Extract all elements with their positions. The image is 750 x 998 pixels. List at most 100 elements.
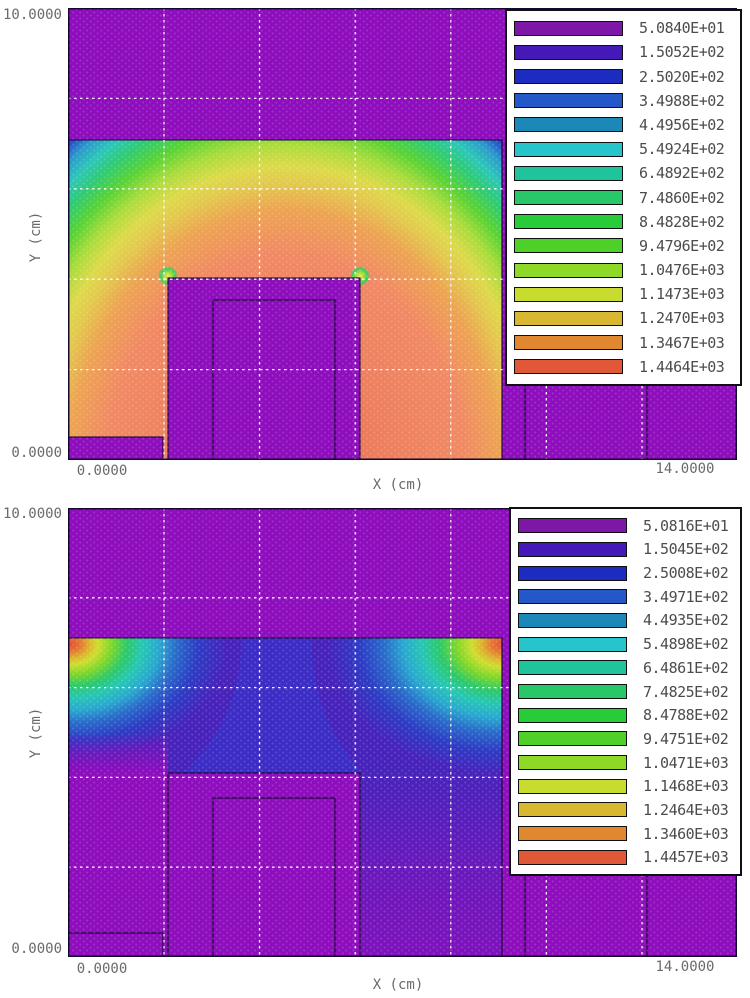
legend-value: 1.5052E+02 <box>639 43 725 62</box>
legend-row: 5.0816E+01 <box>518 517 740 535</box>
legend-value: 1.3467E+03 <box>639 333 725 352</box>
legend-row: 9.4796E+02 <box>514 237 740 255</box>
legend-value: 1.3460E+03 <box>643 824 729 843</box>
legend-value: 5.4924E+02 <box>639 140 725 159</box>
legend-row: 1.3460E+03 <box>518 825 740 843</box>
legend-row: 8.4828E+02 <box>514 213 740 231</box>
legend-row: 1.4464E+03 <box>514 358 740 376</box>
legend-swatch <box>514 117 623 133</box>
contour-legend-bottom: 5.0816E+01 1.5045E+02 2.5008E+02 3.4971E+02… <box>509 507 742 876</box>
legend-swatch <box>518 707 627 723</box>
legend-value: 8.4788E+02 <box>643 706 729 725</box>
legend-row: 1.2464E+03 <box>518 801 740 819</box>
legend-row: 5.0840E+01 <box>514 19 740 37</box>
y-axis-title: Y (cm) <box>28 211 44 263</box>
legend-row: 1.1468E+03 <box>518 777 740 795</box>
legend-row: 1.1473E+03 <box>514 285 740 303</box>
legend-value: 4.4956E+02 <box>639 115 725 134</box>
x-axis-max-label: 14.0000 <box>655 959 715 975</box>
legend-swatch <box>514 238 623 254</box>
legend-swatch <box>514 310 623 326</box>
legend-value: 9.4751E+02 <box>643 729 729 748</box>
y-axis-title: Y (cm) <box>28 707 44 759</box>
legend-swatch <box>514 190 623 205</box>
legend-swatch <box>518 660 627 676</box>
x-axis-max-label: 14.0000 <box>655 461 715 477</box>
legend-value: 6.4861E+02 <box>643 658 729 677</box>
legend-value: 1.5045E+02 <box>643 540 729 559</box>
legend-value: 7.4825E+02 <box>643 682 729 701</box>
legend-value: 6.4892E+02 <box>639 164 725 183</box>
legend-row: 6.4861E+02 <box>518 659 740 677</box>
legend-swatch <box>514 20 623 36</box>
legend-swatch <box>514 44 623 60</box>
gridlines <box>68 508 737 957</box>
legend-swatch <box>518 589 627 605</box>
legend-value: 2.5020E+02 <box>639 67 725 86</box>
legend-value: 7.4860E+02 <box>639 188 725 207</box>
legend-value: 3.4971E+02 <box>643 587 729 606</box>
legend-row: 5.4924E+02 <box>514 140 740 158</box>
legend-swatch <box>514 69 623 85</box>
x-axis-title: X (cm) <box>372 977 424 993</box>
x-axis-min-label: 0.0000 <box>76 961 128 977</box>
contour-legend-top: 5.0840E+01 1.5052E+02 2.5020E+02 3.4988E+02… <box>505 9 742 386</box>
legend-row: 1.2470E+03 <box>514 309 740 327</box>
legend-swatch <box>518 826 627 842</box>
contour-plot-bottom-svg <box>68 508 737 957</box>
legend-swatch <box>518 755 627 771</box>
legend-swatch <box>518 541 627 557</box>
legend-value: 4.4935E+02 <box>643 611 729 630</box>
legend-row: 1.4457E+03 <box>518 848 740 866</box>
legend-row: 3.4971E+02 <box>518 588 740 606</box>
legend-swatch <box>514 165 623 181</box>
legend-row: 6.4892E+02 <box>514 164 740 182</box>
legend-row: 4.4935E+02 <box>518 611 740 629</box>
legend-value: 1.4457E+03 <box>643 848 729 867</box>
legend-row: 1.0471E+03 <box>518 754 740 772</box>
legend-swatch <box>518 802 627 818</box>
legend-row: 2.5008E+02 <box>518 564 740 582</box>
y-axis-min-label: 0.0000 <box>11 445 62 461</box>
legend-value: 1.2464E+03 <box>643 800 729 819</box>
legend-row: 7.4825E+02 <box>518 683 740 701</box>
legend-value: 5.0840E+01 <box>639 19 725 38</box>
legend-value: 1.0471E+03 <box>643 753 729 772</box>
legend-row: 1.5045E+02 <box>518 540 740 558</box>
legend-row: 3.4988E+02 <box>514 92 740 110</box>
legend-swatch <box>514 262 623 278</box>
legend-row: 1.3467E+03 <box>514 334 740 352</box>
legend-row: 2.5020E+02 <box>514 68 740 86</box>
legend-value: 1.1468E+03 <box>643 777 729 796</box>
legend-swatch <box>518 565 627 581</box>
legend-swatch <box>514 359 623 375</box>
legend-swatch <box>514 335 623 351</box>
legend-row: 8.4788E+02 <box>518 706 740 724</box>
legend-value: 2.5008E+02 <box>643 564 729 583</box>
legend-value: 5.0816E+01 <box>643 516 729 535</box>
legend-value: 9.4796E+02 <box>639 236 725 255</box>
legend-swatch <box>518 612 627 628</box>
y-axis-max-label: 10.0000 <box>2 506 62 522</box>
legend-value: 1.1473E+03 <box>639 285 725 304</box>
legend-swatch <box>514 214 623 230</box>
legend-value: 3.4988E+02 <box>639 91 725 110</box>
legend-value: 1.0476E+03 <box>639 261 725 280</box>
legend-row: 5.4898E+02 <box>518 635 740 653</box>
legend-swatch <box>518 849 627 865</box>
x-axis-min-label: 0.0000 <box>76 463 128 479</box>
y-axis-max-label: 10.0000 <box>2 7 62 23</box>
legend-swatch <box>518 684 627 699</box>
legend-swatch <box>514 286 623 302</box>
legend-swatch <box>514 93 623 109</box>
legend-value: 1.2470E+03 <box>639 309 725 328</box>
contour-plot-bottom <box>68 508 737 957</box>
legend-swatch <box>514 141 623 157</box>
legend-swatch <box>518 731 627 747</box>
legend-value: 5.4898E+02 <box>643 635 729 654</box>
legend-row: 9.4751E+02 <box>518 730 740 748</box>
y-axis-min-label: 0.0000 <box>11 941 62 957</box>
legend-swatch <box>518 518 627 534</box>
legend-swatch <box>518 778 627 794</box>
legend-row: 4.4956E+02 <box>514 116 740 134</box>
